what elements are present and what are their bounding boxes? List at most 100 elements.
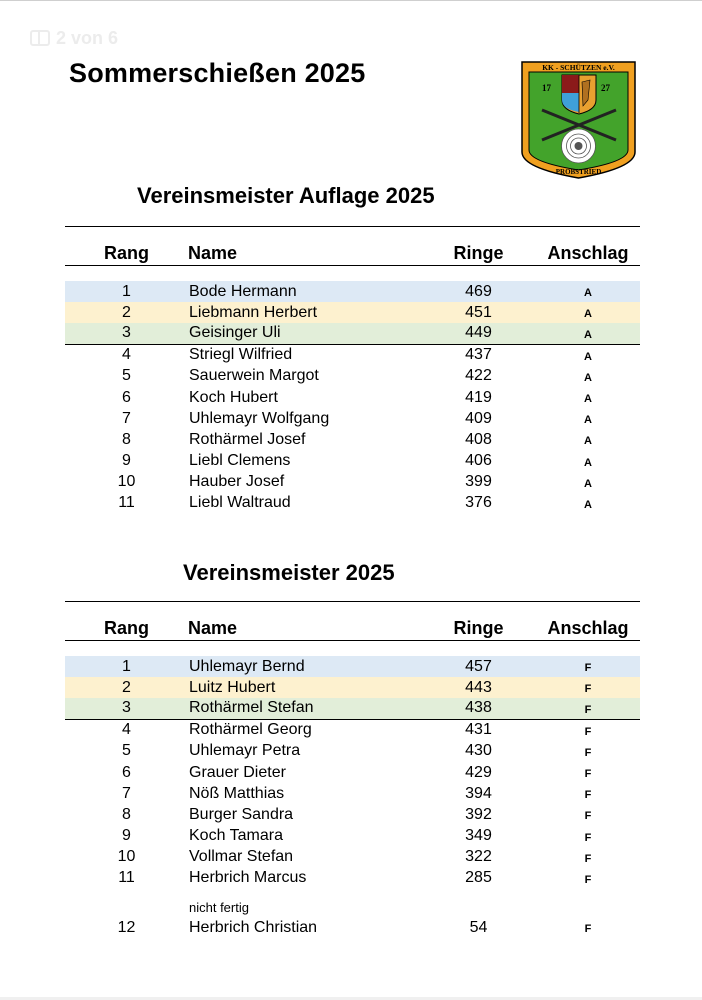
cell-anschlag: F <box>584 810 592 823</box>
cell-name: Rothärmel Georg <box>189 721 312 739</box>
cell-rang: 2 <box>122 303 131 321</box>
header-name: Name <box>188 618 238 638</box>
cell-ringe: 422 <box>465 367 492 385</box>
table-row: 11 Liebl Waltraud 376 A <box>65 493 640 514</box>
table-row: 2 Luitz Hubert 443 F <box>65 677 640 699</box>
header-ringe: Ringe <box>453 243 504 263</box>
cell-rang: 1 <box>122 282 131 300</box>
table-header: Rang Name Ringe Anschlag <box>65 227 640 265</box>
table-row: 11 Herbrich Marcus 285 F <box>65 868 640 889</box>
table-row: 1 Uhlemayr Bernd 457 F <box>65 656 640 678</box>
table-row: 9 Koch Tamara 349 F <box>65 826 640 847</box>
header-anschlag: Anschlag <box>547 243 629 263</box>
cell-name: Rothärmel Josef <box>189 430 306 448</box>
cell-rang: 7 <box>122 784 131 802</box>
cell-ringe: 457 <box>465 657 492 675</box>
header-rang: Rang <box>104 243 149 263</box>
cell-ringe: 419 <box>465 388 492 406</box>
cell-name: Hauber Josef <box>189 473 285 491</box>
cell-anschlag: A <box>584 498 592 511</box>
cell-rang: 11 <box>118 869 135 887</box>
cell-ringe: 322 <box>465 848 492 866</box>
table-row: 10 Vollmar Stefan 322 F <box>65 847 640 868</box>
cell-ringe: 469 <box>465 282 492 300</box>
table-header-line <box>65 265 640 266</box>
cell-ringe: 437 <box>465 346 492 364</box>
logo-year-right: 27 <box>601 83 611 93</box>
table-row: 4 Striegl Wilfried 437 A <box>65 345 640 366</box>
cell-name: Uhlemayr Petra <box>189 742 301 760</box>
header-ringe: Ringe <box>453 618 504 638</box>
cell-ringe: 430 <box>465 742 492 760</box>
cell-rang: 4 <box>122 346 131 364</box>
cell-rang: 9 <box>122 827 131 845</box>
cell-rang: 10 <box>117 848 136 866</box>
table-row: 9 Liebl Clemens 406 A <box>65 451 640 472</box>
cell-anschlag: A <box>584 414 592 427</box>
bottom-border <box>0 997 702 1000</box>
cell-name: Bode Hermann <box>189 282 297 300</box>
cell-rang: 5 <box>122 367 131 385</box>
cell-rang: 5 <box>122 742 131 760</box>
cell-anschlag: F <box>584 703 592 716</box>
cell-ringe: 449 <box>465 324 492 342</box>
cell-ringe: 438 <box>465 699 492 717</box>
cell-rang: 7 <box>122 409 131 427</box>
cell-rang: 6 <box>122 388 131 406</box>
cell-rang: 12 <box>117 918 136 936</box>
cell-ringe: 394 <box>465 784 492 802</box>
cell-ringe: 349 <box>465 827 492 845</box>
cell-name: Herbrich Marcus <box>189 869 307 887</box>
cell-rang: 6 <box>122 763 131 781</box>
cell-ringe: 451 <box>465 303 492 321</box>
cell-rang: 10 <box>117 473 136 491</box>
results-table-auflage: Rang Name Ringe Anschlag 1 Bode Hermann 46… <box>65 226 640 514</box>
page-indicator[interactable]: 2 von 6 <box>30 28 118 48</box>
cell-ringe: 443 <box>465 678 492 696</box>
table-top-line <box>65 226 640 227</box>
cell-ringe: 285 <box>465 869 492 887</box>
table-row: 1 Bode Hermann 469 A <box>65 281 640 303</box>
cell-rang: 9 <box>122 452 131 470</box>
cell-name: Striegl Wilfried <box>189 346 293 364</box>
cell-ringe: 392 <box>465 805 492 823</box>
section-title-auflage: Vereinsmeister Auflage 2025 <box>137 183 435 208</box>
cell-name: Liebl Waltraud <box>189 494 291 512</box>
cell-rang: 2 <box>122 678 131 696</box>
cell-name: Liebmann Herbert <box>189 303 318 321</box>
cell-anschlag: F <box>584 662 592 675</box>
table-row: 5 Uhlemayr Petra 430 F <box>65 741 640 762</box>
cell-ringe: 399 <box>465 473 492 491</box>
cell-anschlag: A <box>584 371 592 384</box>
cell-name: Nöß Matthias <box>189 784 285 802</box>
cell-anschlag: F <box>584 852 592 865</box>
cell-ringe: 54 <box>469 918 488 936</box>
cell-anschlag: F <box>584 768 592 781</box>
cell-name: Herbrich Christian <box>189 918 318 936</box>
cell-anschlag: F <box>584 873 592 886</box>
cell-anschlag: A <box>584 308 592 321</box>
table-row: 6 Grauer Dieter 429 F <box>65 762 640 783</box>
cell-rang: 8 <box>122 430 131 448</box>
header-name: Name <box>188 243 238 263</box>
cell-name: Uhlemayr Wolfgang <box>189 409 330 427</box>
cell-rang: 11 <box>118 494 135 512</box>
table-row: 12 Herbrich Christian 54 F <box>65 917 640 938</box>
cell-rang: 3 <box>122 699 131 717</box>
logo-bottom-text: PROBSTRIED <box>556 168 602 176</box>
logo-top-text: KK - SCHÜTZEN e.V. <box>542 63 615 72</box>
cell-name: Rothärmel Stefan <box>189 699 314 717</box>
table-row: 7 Uhlemayr Wolfgang 409 A <box>65 408 640 429</box>
cell-anschlag: F <box>584 746 592 759</box>
cell-name: Koch Hubert <box>189 388 278 406</box>
cell-name: Luitz Hubert <box>189 678 276 696</box>
cell-anschlag: F <box>584 789 592 802</box>
header-rang: Rang <box>104 618 149 638</box>
cell-anschlag: A <box>584 393 592 406</box>
table-row: 6 Koch Hubert 419 A <box>65 387 640 408</box>
cell-name: Uhlemayr Bernd <box>189 657 305 675</box>
cell-name: Burger Sandra <box>189 805 294 823</box>
cell-name: Liebl Clemens <box>189 452 291 470</box>
table-row: 8 Burger Sandra 392 F <box>65 804 640 825</box>
table-row: 3 Geisinger Uli 449 A <box>65 323 640 345</box>
